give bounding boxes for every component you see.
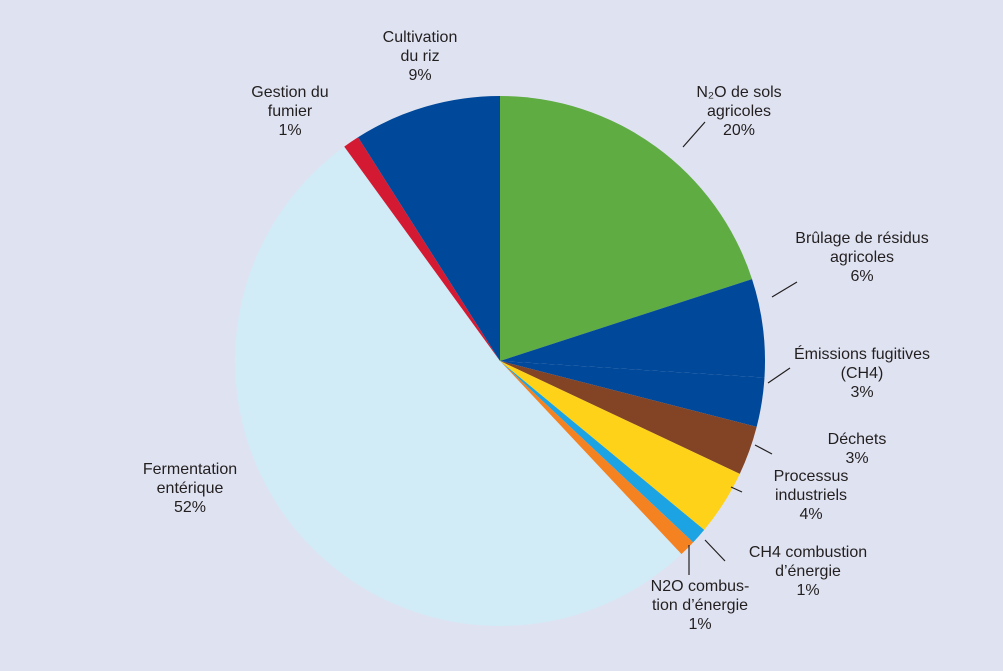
slice-label-line: Gestion du — [251, 84, 328, 101]
slice-label-line: agricoles — [707, 103, 771, 120]
slice-label-line: 1% — [688, 616, 711, 633]
slice-label-line: entérique — [157, 480, 224, 497]
slice-label-line: industriels — [775, 487, 847, 504]
slice-label-line: 6% — [850, 268, 873, 285]
slice-label-line: 1% — [278, 122, 301, 139]
slice-label-line: (CH4) — [841, 365, 884, 382]
pie-slice-n2o-sols — [500, 96, 753, 361]
pie-slice-n2o-combustion — [500, 361, 694, 555]
slice-label-line: 9% — [408, 67, 431, 84]
pie-slice-fermentation — [234, 146, 682, 627]
slice-label-line: d’énergie — [775, 563, 841, 580]
slice-label-line: Brûlage de résidus — [795, 230, 928, 247]
leader-line-dechets — [754, 444, 773, 455]
leader-line-processus-industriels — [730, 486, 743, 493]
slice-label-line: agricoles — [830, 249, 894, 266]
slice-label-n2o-sols: N₂O de sols agricoles 20% — [696, 84, 781, 139]
pie-slice-dechets — [500, 361, 757, 474]
leader-line-n2o-sols — [682, 121, 706, 148]
slice-label-emissions-fugitives: Émissions fugitives (CH4) 3% — [794, 344, 930, 401]
slice-label-line: 1% — [796, 582, 819, 599]
pie-slice-emissions-fugitives — [500, 361, 765, 427]
slice-label-n2o-combustion: N2O combus-tion d’énergie 1% — [651, 578, 750, 633]
slice-label-line: 3% — [850, 384, 873, 401]
slice-label-riz: Cultivation du riz 9% — [383, 29, 458, 84]
slice-label-line: 3% — [845, 450, 868, 467]
slice-label-line: Déchets — [828, 431, 887, 448]
pie-slice-brulage — [500, 279, 766, 378]
slice-label-line: 20% — [723, 122, 755, 139]
slice-label-dechets: Déchets 3% — [828, 431, 887, 467]
slice-label-processus-industriels: Processus industriels 4% — [774, 468, 849, 523]
slice-label-line: Cultivation — [383, 29, 458, 46]
slice-label-brulage: Brûlage de résidus agricoles 6% — [795, 230, 928, 285]
slice-label-line: Processus — [774, 468, 849, 485]
pie-slice-processus-industriels — [500, 361, 740, 530]
pie-slice-ch4-combustion — [500, 361, 705, 543]
labels-layer: N₂O de sols agricoles 20% Brûlage de résidu… — [143, 29, 930, 633]
pie-slice-riz — [358, 96, 500, 361]
leader-line-emissions-fugitives — [767, 367, 791, 384]
slice-label-line: 4% — [799, 506, 822, 523]
slice-label-ch4-combustion: CH4 combustion d’énergie 1% — [749, 544, 867, 599]
leader-line-ch4-combustion — [704, 539, 726, 562]
leader-lines — [682, 121, 798, 575]
slice-label-line: CH4 combustion — [749, 544, 867, 561]
slice-label-line: fumier — [268, 103, 313, 120]
slice-label-line: du riz — [400, 48, 439, 65]
slice-label-line: N₂O de sols — [696, 84, 781, 101]
slice-label-gestion-fumier: Gestion du fumier 1% — [251, 84, 328, 139]
leader-line-brulage — [771, 281, 798, 298]
slice-label-line: Émissions fugitives — [794, 344, 930, 363]
slice-label-line: Fermentation — [143, 461, 237, 478]
slice-label-line: 52% — [174, 499, 206, 516]
pie-slice-gestion-fumier — [344, 137, 500, 361]
slice-label-line: tion d’énergie — [652, 597, 748, 614]
slices-layer — [234, 96, 766, 627]
slice-label-line: N2O combus- — [651, 578, 750, 595]
slice-label-fermentation: Fermentation entérique 52% — [143, 461, 237, 516]
